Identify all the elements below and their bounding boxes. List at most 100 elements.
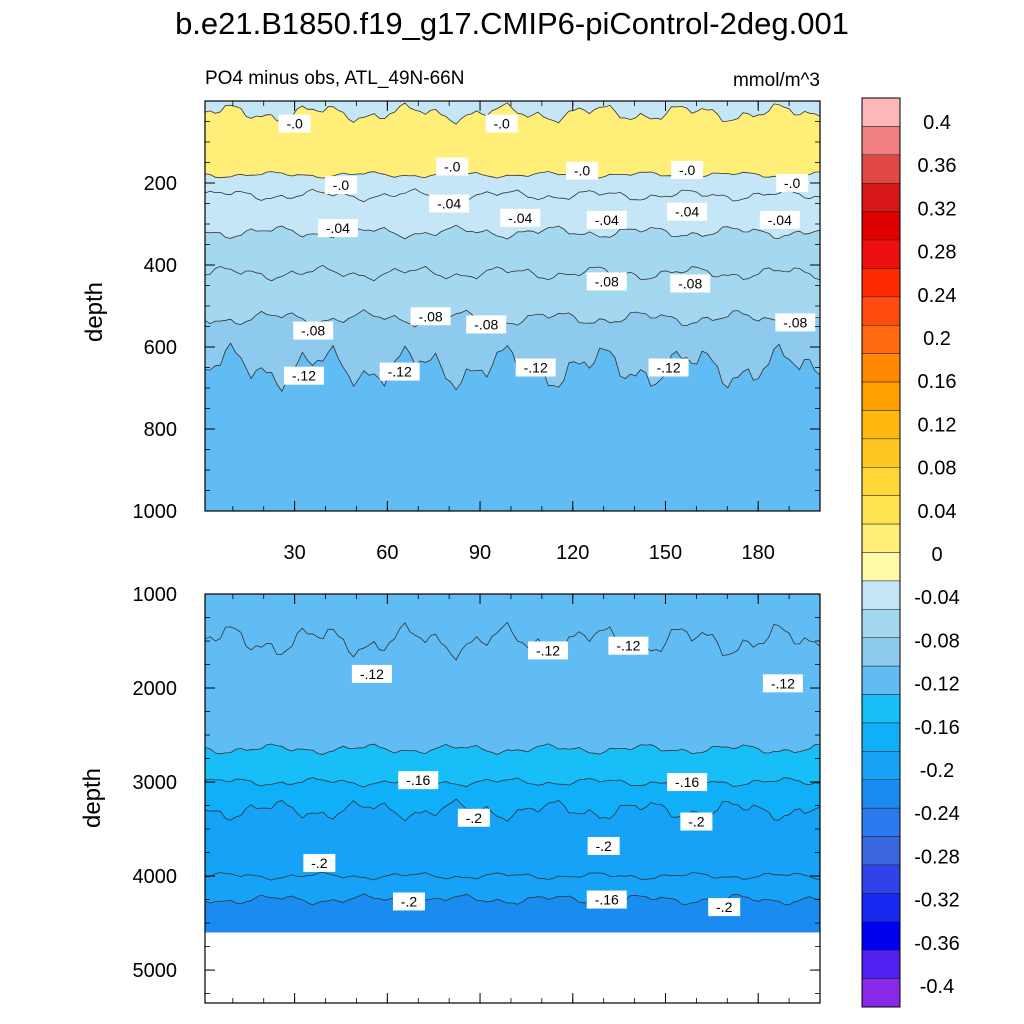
contour-line <box>205 171 820 179</box>
colorbar-swatch <box>861 154 901 184</box>
contour-band <box>205 343 820 511</box>
contour-label: -.16 <box>586 890 627 909</box>
colorbar: 0.4 0.36 0.32 0.28 0.24 0.2 0.16 0.12 0.08 0.04 0 -… <box>861 97 960 1008</box>
contour-label: -.08 <box>410 307 451 326</box>
svg-text:-.16: -.16 <box>595 892 619 908</box>
y-tick-label: 1000 <box>133 501 178 523</box>
contour-line <box>205 264 820 282</box>
colorbar-label: -0.2 <box>920 760 954 782</box>
lower-y-axis-label: depth <box>79 768 106 828</box>
colorbar-label: 0.2 <box>923 328 951 350</box>
y-tick-label: 1000 <box>133 584 178 606</box>
colorbar-swatch <box>861 552 901 582</box>
contour-label: -.12 <box>528 641 569 660</box>
contour-label: -.0 <box>324 176 357 195</box>
colorbar-swatch <box>861 893 901 923</box>
svg-text:-.2: -.2 <box>311 855 328 871</box>
contour-label: -.12 <box>351 664 392 683</box>
contour-label: -.2 <box>303 853 336 872</box>
colorbar-swatch <box>861 325 901 354</box>
svg-text:-.12: -.12 <box>616 638 640 654</box>
colorbar-label: 0.16 <box>918 371 957 393</box>
colorbar-swatch <box>861 864 901 894</box>
colorbar-swatch <box>861 211 901 241</box>
lower-axis-ticks: 1000 2000 3000 4000 5000 <box>133 584 821 1003</box>
contour-label: -.0 <box>436 157 469 176</box>
colorbar-swatch <box>861 467 901 496</box>
contour-band <box>205 743 820 787</box>
colorbar-swatch <box>861 353 901 383</box>
colorbar-swatch <box>861 381 901 411</box>
y-tick-label: 400 <box>144 255 177 277</box>
upper-contour-lines <box>205 102 820 393</box>
contour-label: -.0 <box>776 174 809 192</box>
colorbar-swatch <box>861 182 901 212</box>
colorbar-label: -0.16 <box>914 717 960 739</box>
svg-text:-.0: -.0 <box>494 116 511 132</box>
colorbar-swatch <box>861 637 901 667</box>
svg-text:-.16: -.16 <box>675 774 699 790</box>
contour-band <box>205 777 820 822</box>
y-tick-label: 200 <box>144 173 177 195</box>
svg-text:-.0: -.0 <box>444 159 461 175</box>
lower-plot-frame <box>204 593 821 1004</box>
colorbar-label: -0.12 <box>914 674 960 696</box>
contour-label: -.12 <box>379 362 420 381</box>
colorbar-swatches <box>861 97 901 1008</box>
colorbar-label: 0.36 <box>918 155 957 177</box>
colorbar-label: -0.36 <box>914 933 960 955</box>
svg-text:-.08: -.08 <box>783 314 807 330</box>
contour-label: -.12 <box>648 358 689 377</box>
svg-text:-.08: -.08 <box>419 308 443 324</box>
colorbar-swatch <box>861 126 901 156</box>
svg-text:-.2: -.2 <box>401 893 418 909</box>
colorbar-swatch <box>861 921 901 951</box>
colorbar-label: 0.32 <box>918 198 957 220</box>
x-tick-label: 180 <box>742 542 775 564</box>
colorbar-swatch <box>861 779 901 809</box>
svg-text:-.04: -.04 <box>437 196 461 212</box>
contour-band <box>205 102 820 179</box>
svg-text:-.08: -.08 <box>595 273 619 289</box>
contour-label: -.2 <box>457 808 490 827</box>
colorbar-label: -0.04 <box>914 587 960 609</box>
svg-text:-.12: -.12 <box>536 642 560 658</box>
svg-text:-.04: -.04 <box>508 210 532 226</box>
contour-label: -.08 <box>293 321 334 340</box>
contour-line <box>205 871 820 881</box>
contour-label: -.0 <box>671 160 704 179</box>
colorbar-labels: 0.4 0.36 0.32 0.28 0.24 0.2 0.16 0.12 0.08 0.04 0 -… <box>914 112 960 998</box>
colorbar-label: 0 <box>931 544 942 566</box>
colorbar-swatch <box>861 836 901 866</box>
upper-y-axis-label: depth <box>81 282 108 342</box>
contour-label: -.04 <box>586 210 627 229</box>
x-tick-label: 120 <box>556 542 589 564</box>
svg-text:-.12: -.12 <box>388 364 412 380</box>
upper-subtitle-right: mmol/m^3 <box>733 70 820 91</box>
lower-contour-fill <box>205 594 820 1003</box>
contour-line <box>205 102 820 125</box>
svg-text:-.0: -.0 <box>574 163 591 179</box>
colorbar-swatch <box>861 438 901 468</box>
svg-text:-.12: -.12 <box>524 360 548 376</box>
colorbar-swatch <box>861 580 901 610</box>
colorbar-label: 0.28 <box>918 242 957 264</box>
contour-label: -.08 <box>775 313 816 332</box>
colorbar-swatch <box>861 751 901 780</box>
contour-band <box>205 594 820 660</box>
svg-text:-.0: -.0 <box>679 162 696 178</box>
colorbar-label: 0.08 <box>918 458 957 480</box>
contour-band <box>205 872 820 906</box>
colorbar-label: 0.04 <box>918 501 957 523</box>
svg-text:-.2: -.2 <box>688 814 705 830</box>
svg-text:-.08: -.08 <box>474 316 498 332</box>
svg-text:-.08: -.08 <box>678 275 702 291</box>
svg-text:-.08: -.08 <box>301 323 325 339</box>
svg-text:-.2: -.2 <box>595 838 612 854</box>
colorbar-label: -0.32 <box>914 890 960 912</box>
colorbar-swatch <box>861 239 901 269</box>
svg-text:-.12: -.12 <box>771 675 795 691</box>
x-tick-label: 30 <box>283 542 305 564</box>
colorbar-label: -0.4 <box>920 976 954 998</box>
